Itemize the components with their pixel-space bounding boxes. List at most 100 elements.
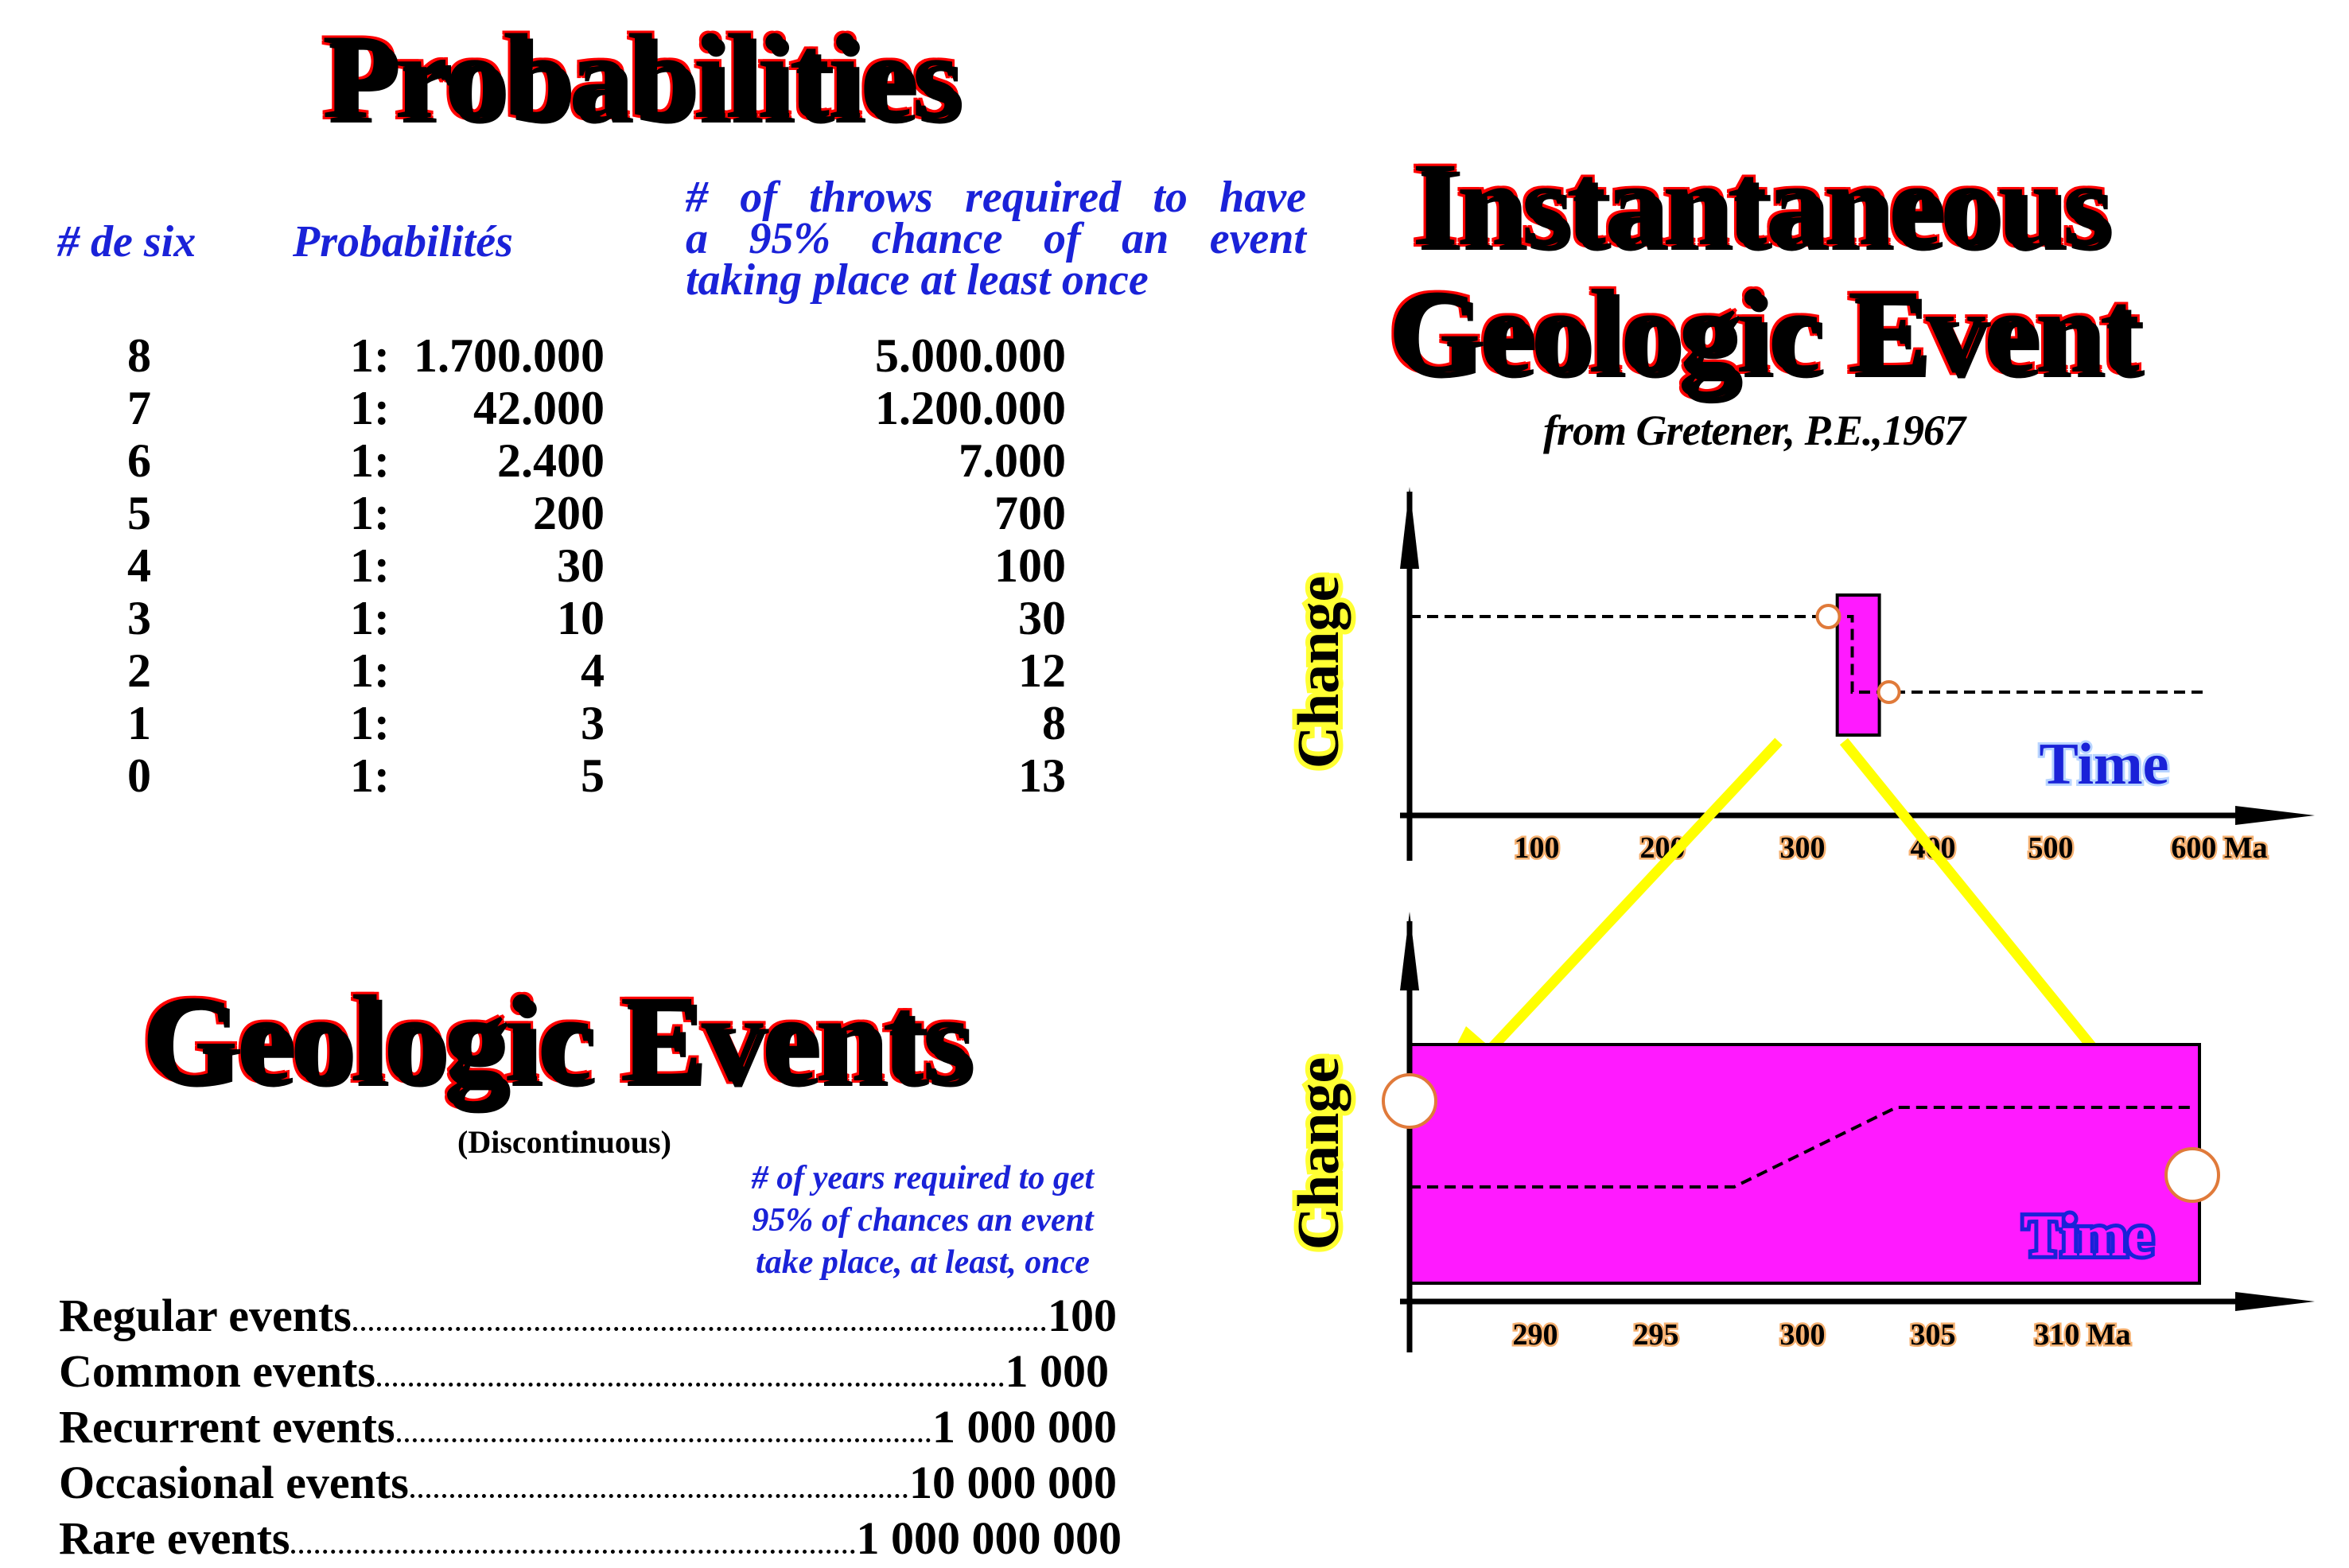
leader-dots: [291, 1550, 855, 1554]
years-header: # of years required to get 95% of chance…: [684, 1158, 1161, 1284]
bottom-change-line: [1410, 1106, 2194, 1189]
prob-prefix: 1:: [350, 644, 390, 697]
top-x-label: Time: [2039, 732, 2168, 797]
bottom-tick-label: 295: [1634, 1318, 1679, 1352]
event-row: Occasional events 10 000 000: [59, 1456, 1117, 1512]
six-count: 2: [127, 644, 151, 697]
bottom-tick-label: 300: [1780, 1318, 1826, 1352]
prob-value: 5: [581, 749, 605, 802]
prob-value: 4: [581, 644, 605, 697]
event-row: Common events 1 000: [59, 1344, 1109, 1400]
event-label: Rare events: [59, 1512, 290, 1564]
zoom-arrow-right: [1839, 737, 2114, 1072]
top-x-arrow: [2235, 806, 2315, 825]
prob-prefix: 1:: [350, 382, 390, 434]
top-tick-label: 200: [1640, 831, 1686, 865]
event-label: Common events: [59, 1345, 375, 1397]
geologic-events-subtitle: (Discontinuous): [457, 1124, 671, 1160]
bottom-y-label: Change: [1286, 1057, 1351, 1251]
six-count: 6: [127, 434, 151, 487]
bottom-tick-label: 290: [1513, 1318, 1558, 1352]
zoom-arrowhead-right: [2089, 1052, 2164, 1130]
prob-value: 3: [581, 697, 605, 749]
six-count: 8: [127, 329, 151, 382]
prob-value: 200: [533, 487, 605, 539]
zoom-arrow-left: [1482, 737, 1783, 1058]
bottom-chart: 290 295 300 305 310 Ma Change Time: [1281, 912, 2315, 1354]
leader-dots: [376, 1383, 1004, 1387]
bottom-tick-label: 310 Ma: [2034, 1318, 2130, 1352]
top-tick-label: 100: [1515, 831, 1560, 865]
throws-value: 30: [1018, 592, 1066, 644]
instantaneous-title-line2: Geologic Event: [1387, 266, 2141, 398]
six-count: 5: [127, 487, 151, 539]
leader-dots: [352, 1327, 1046, 1331]
bottom-end-marker: [2164, 1147, 2220, 1203]
throws-value: 5.000.000: [875, 329, 1066, 382]
leader-dots: [396, 1438, 931, 1442]
top-tick-label: 400: [1911, 831, 1956, 865]
top-change-line: [1410, 615, 2207, 694]
years-header-line1: # of years required to get: [751, 1160, 1095, 1196]
event-value: 1 000 000 000: [856, 1512, 1122, 1564]
throws-value: 12: [1018, 644, 1066, 697]
geologic-events-title: Geologic Events: [140, 970, 971, 1107]
throws-value: 7.000: [959, 434, 1066, 487]
event-value: 100: [1048, 1290, 1117, 1341]
top-y-arrow: [1400, 487, 1419, 569]
top-tick-label: 500: [2028, 831, 2074, 865]
prob-prefix: 1:: [350, 434, 390, 487]
prob-value: 10: [557, 592, 605, 644]
prob-prefix: 1:: [350, 592, 390, 644]
top-y-label: Change: [1286, 576, 1351, 769]
event-window: [1835, 593, 1881, 737]
bottom-tick-label: 305: [1911, 1318, 1956, 1352]
event-row: Recurrent events 1 000 000: [59, 1400, 1117, 1456]
prob-value: 1.700.000: [414, 329, 605, 382]
throws-value: 13: [1018, 749, 1066, 802]
prob-value: 2.400: [497, 434, 605, 487]
six-count: 7: [127, 382, 151, 434]
top-start-marker: [1815, 604, 1841, 629]
event-row: Regular events 100: [59, 1289, 1117, 1344]
zoom-connectors: [1422, 737, 2164, 1130]
event-value: 1 000 000: [932, 1401, 1117, 1453]
col-header-probabilites: Probabilités: [293, 217, 513, 267]
event-row: Rare events 1 000 000 000: [59, 1512, 1122, 1567]
six-count: 4: [127, 539, 151, 592]
top-end-marker: [1876, 680, 1901, 704]
prob-prefix: 1:: [350, 539, 390, 592]
prob-prefix: 1:: [350, 329, 390, 382]
leader-dots: [410, 1494, 908, 1498]
instantaneous-title-line1: Instantaneous: [1410, 138, 2110, 270]
top-tick-label: 600 Ma: [2171, 831, 2267, 865]
probabilities-title: Probabilities: [321, 10, 961, 143]
throws-value: 700: [994, 487, 1066, 539]
col-header-throws-line2: a 95% chance of an event: [686, 214, 1306, 263]
prob-prefix: 1:: [350, 749, 390, 802]
col-header-throws-line1: # of throws required to have: [686, 173, 1306, 222]
throws-value: 100: [994, 539, 1066, 592]
col-header-throws-line3: taking place at least once: [686, 255, 1149, 305]
prob-value: 42.000: [473, 382, 605, 434]
source-citation: from Gretener, P.E.,1967: [1543, 407, 1966, 454]
bottom-y-arrow: [1400, 912, 1419, 990]
years-header-line3: take place, at least, once: [756, 1244, 1090, 1281]
prob-prefix: 1:: [350, 487, 390, 539]
top-chart: 100 200 300 400 500 600 Ma Change Time: [1281, 487, 2315, 867]
event-value: 1 000: [1005, 1345, 1110, 1397]
col-header-throws: # of throws required to have a 95% chanc…: [686, 173, 1306, 305]
zoom-arrowhead-left: [1422, 1026, 1503, 1112]
event-label: Recurrent events: [59, 1401, 395, 1453]
event-value: 10 000 000: [909, 1457, 1117, 1508]
six-count: 3: [127, 592, 151, 644]
event-label: Occasional events: [59, 1457, 409, 1508]
throws-value: 1.200.000: [875, 382, 1066, 434]
six-count: 0: [127, 749, 151, 802]
bottom-start-marker: [1382, 1073, 1437, 1129]
throws-value: 8: [1042, 697, 1066, 749]
bottom-x-label: Time: [2023, 1204, 2153, 1269]
bottom-x-arrow: [2235, 1292, 2315, 1311]
top-tick-label: 300: [1780, 831, 1826, 865]
event-zoom-window: [1408, 1043, 2201, 1285]
